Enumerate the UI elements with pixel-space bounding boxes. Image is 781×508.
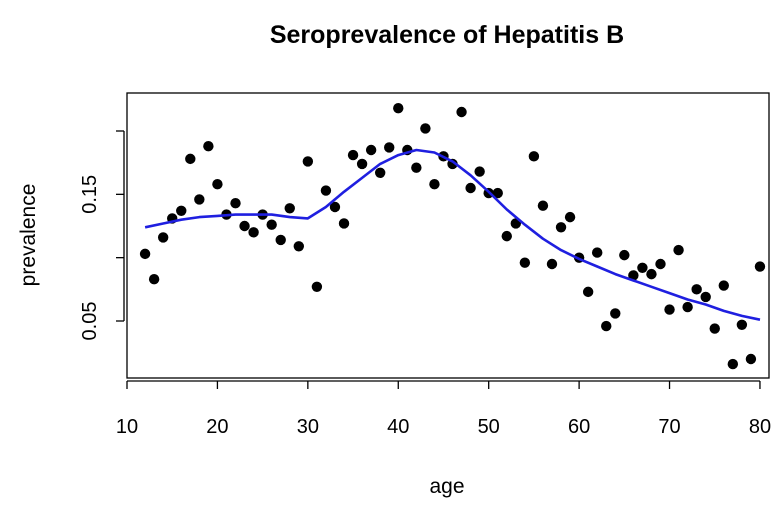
data-point [646,268,657,280]
data-point [374,167,386,178]
data-point [682,301,693,313]
data-point [356,158,368,170]
data-point [456,106,467,118]
data-point [591,247,603,258]
smooth-curve-group [144,148,761,321]
chart-title: Seroprevalence of Hepatitis B [270,21,624,49]
data-point [700,291,711,303]
data-point [411,162,422,173]
data-point [420,123,431,134]
data-point [176,205,187,216]
data-point [555,222,567,233]
data-point [745,353,757,365]
data-point [718,280,729,291]
data-point [519,257,531,268]
data-point [673,244,684,256]
data-point [302,156,314,167]
x-tick-label: 60 [568,416,590,438]
y-tick-label: 0.15 [79,175,101,214]
data-point [329,201,341,213]
data-point [537,200,549,211]
data-point [628,270,639,281]
smooth-curve-line [144,148,761,321]
x-tick-label: 70 [658,416,680,438]
data-point [311,281,323,292]
data-point [664,304,675,315]
data-point [148,274,160,285]
data-point [139,248,151,260]
data-point [429,179,440,190]
data-point [501,230,512,242]
data-point [347,149,359,161]
data-point [655,258,666,270]
data-point [601,320,612,332]
data-point [230,198,241,209]
x-tick-label: 30 [297,416,319,438]
data-point [275,234,286,246]
data-points [139,103,766,370]
data-point [293,241,305,252]
data-point [239,220,250,232]
data-point [528,151,540,162]
data-point [465,182,476,194]
data-point [320,185,332,196]
data-point [157,232,169,243]
data-point [492,187,503,199]
data-point [582,286,594,298]
data-point [610,308,621,319]
data-point [474,166,485,177]
data-point [564,211,576,223]
data-point [727,358,739,370]
data-point [754,261,766,272]
data-point [736,319,748,330]
data-point [691,284,702,295]
data-point [338,218,350,229]
data-point [284,203,295,214]
data-point [384,142,395,153]
y-axis: 0.05 0.15 [79,130,125,341]
y-axis-label: prevalence [17,184,40,287]
data-point [365,144,377,156]
data-point [203,141,214,152]
data-point [185,153,196,165]
data-point [393,103,404,114]
data-point [248,227,259,238]
data-point [212,179,223,190]
data-point [637,262,648,273]
x-tick-label: 80 [749,416,771,438]
plot-frame [126,92,770,379]
x-tick-label: 10 [116,416,138,438]
data-point [619,249,630,261]
x-tick-label: 40 [387,416,409,438]
data-point [266,219,277,230]
x-axis: 10 20 30 40 50 60 70 80 [116,380,771,438]
x-tick-label: 20 [206,416,228,438]
x-tick-label: 50 [478,416,500,438]
y-tick-label: 0.05 [79,302,101,341]
data-point [194,194,205,205]
x-axis-label: age [429,475,464,498]
data-point [546,258,558,270]
data-point [709,323,720,334]
